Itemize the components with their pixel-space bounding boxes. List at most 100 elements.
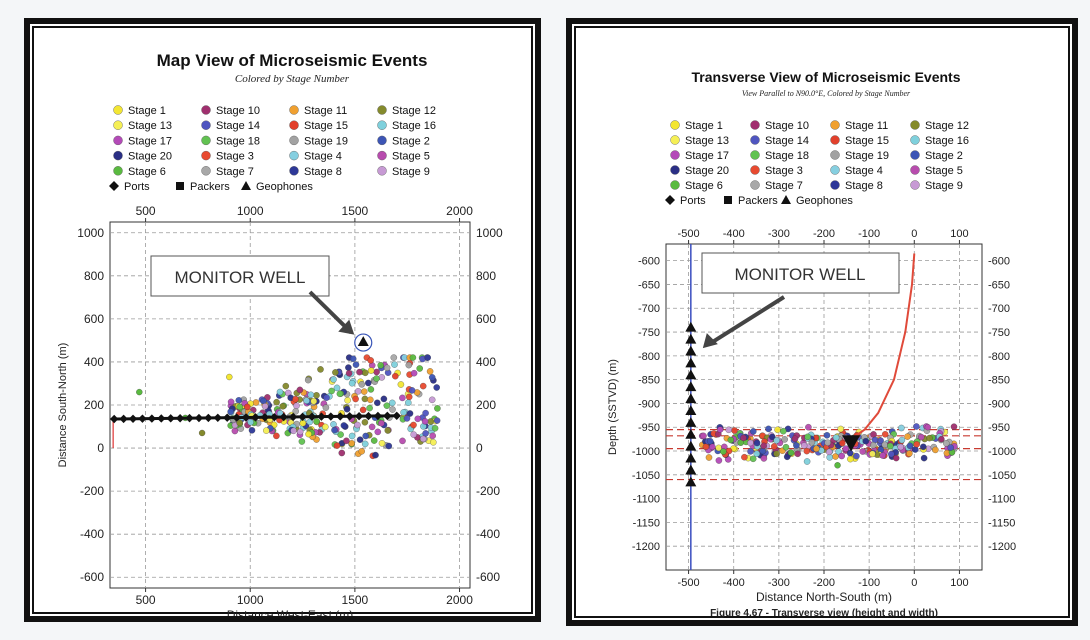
event-point xyxy=(747,448,754,455)
event-point xyxy=(410,421,417,429)
y-tick-label-right: 1000 xyxy=(476,226,503,240)
y-tick-label-right: -600 xyxy=(988,256,1010,268)
port-marker xyxy=(185,413,194,423)
event-point xyxy=(336,390,344,398)
legend-marker xyxy=(201,120,211,130)
x-tick-label-bottom: 500 xyxy=(136,593,156,607)
event-point xyxy=(231,427,239,435)
legend-label: Stage 4 xyxy=(304,151,342,163)
y-tick-label-right: -1050 xyxy=(988,470,1016,482)
port-marker xyxy=(336,412,345,421)
event-point xyxy=(358,448,365,455)
event-point xyxy=(323,394,330,401)
event-point xyxy=(424,354,431,361)
y-tick-label-right: -600 xyxy=(476,570,500,584)
monitor-well-label: MONITOR WELL xyxy=(735,265,866,284)
port-marker xyxy=(157,414,166,423)
callout-arrow-head xyxy=(338,319,355,335)
event-point xyxy=(299,419,307,427)
legend-marker xyxy=(830,120,840,130)
event-point xyxy=(770,443,778,450)
y-tick-label-left: -1200 xyxy=(632,541,660,553)
map-view-chart: Map View of Microseismic Events Colored b… xyxy=(57,51,503,616)
event-point xyxy=(361,419,369,426)
event-point xyxy=(793,442,800,449)
event-point xyxy=(410,431,417,438)
legend-marker xyxy=(113,120,123,130)
event-point xyxy=(906,450,913,457)
event-point xyxy=(781,436,788,443)
event-point xyxy=(380,395,388,403)
event-point xyxy=(715,457,723,464)
map-view-panel: Map View of Microseismic Events Colored b… xyxy=(24,18,541,622)
event-point xyxy=(359,406,367,414)
event-point xyxy=(390,354,398,361)
event-point xyxy=(348,432,356,440)
event-point xyxy=(344,397,351,404)
event-point xyxy=(920,443,927,451)
event-point xyxy=(236,419,243,427)
event-point xyxy=(322,404,330,411)
port-marker xyxy=(307,412,317,421)
event-point xyxy=(400,409,407,416)
y-tick-label-right: -400 xyxy=(476,527,500,541)
x-tick-label-top: 2000 xyxy=(446,204,473,218)
y-tick-label-left: -950 xyxy=(638,422,660,434)
event-point xyxy=(893,455,900,462)
legend-label: Stage 19 xyxy=(304,135,348,147)
legend-label: Stage 18 xyxy=(765,150,809,162)
legend-label: Stage 16 xyxy=(925,135,969,147)
port-marker xyxy=(194,413,204,423)
event-point xyxy=(920,454,928,462)
event-point xyxy=(839,439,846,447)
event-point xyxy=(273,398,280,406)
event-point xyxy=(373,368,380,376)
event-point xyxy=(429,432,436,440)
event-point xyxy=(834,462,841,469)
y-tick-label-right: -1200 xyxy=(988,541,1016,553)
legend-marker xyxy=(830,135,840,145)
legend-marker xyxy=(910,150,920,160)
event-point xyxy=(362,369,369,377)
y-tick-label-left: 400 xyxy=(84,355,104,369)
event-point xyxy=(950,423,958,430)
legend-label: Stage 6 xyxy=(685,180,723,192)
x-tick-label-top: -300 xyxy=(768,228,790,240)
event-point xyxy=(747,439,754,447)
event-point xyxy=(881,431,889,438)
callout-arrow-shaft xyxy=(709,295,786,345)
event-point xyxy=(787,449,795,456)
geophone-marker xyxy=(685,476,697,487)
event-point xyxy=(367,396,374,404)
event-point xyxy=(433,384,440,391)
port-marker xyxy=(128,414,138,423)
y-tick-label-left: -650 xyxy=(638,279,660,291)
x-tick-label-bottom: 0 xyxy=(911,577,917,589)
event-point xyxy=(310,397,318,405)
legend-marker xyxy=(670,150,680,160)
event-point xyxy=(374,428,382,436)
event-point xyxy=(783,453,791,461)
event-point xyxy=(888,450,895,458)
event-point xyxy=(354,421,361,429)
legend-marker xyxy=(750,120,760,130)
y-tick-label-left: -700 xyxy=(638,303,660,315)
event-point xyxy=(859,448,866,455)
event-point xyxy=(422,409,429,417)
event-point xyxy=(361,440,369,448)
event-point xyxy=(897,443,904,451)
monitor-well-callout xyxy=(150,255,330,297)
y-axis-label: Depth (SSTVD) (m) xyxy=(607,359,619,455)
event-point xyxy=(422,430,429,437)
y-tick-label-right: -1100 xyxy=(988,494,1015,506)
legend-label: Geophones xyxy=(796,195,853,207)
event-point xyxy=(421,418,429,425)
port-marker xyxy=(260,413,270,422)
packer-cluster-marker xyxy=(842,435,861,452)
port-marker xyxy=(138,414,147,423)
event-point xyxy=(740,434,747,442)
event-point xyxy=(720,448,727,455)
legend-marker xyxy=(670,165,680,175)
y-tick-label-right: 800 xyxy=(476,269,496,283)
y-tick-label-left: -600 xyxy=(80,570,104,584)
